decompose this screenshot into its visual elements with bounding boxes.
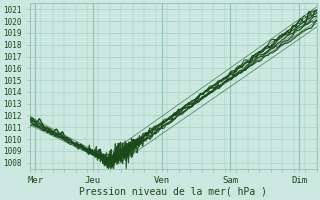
X-axis label: Pression niveau de la mer( hPa ): Pression niveau de la mer( hPa ) [79, 187, 267, 197]
